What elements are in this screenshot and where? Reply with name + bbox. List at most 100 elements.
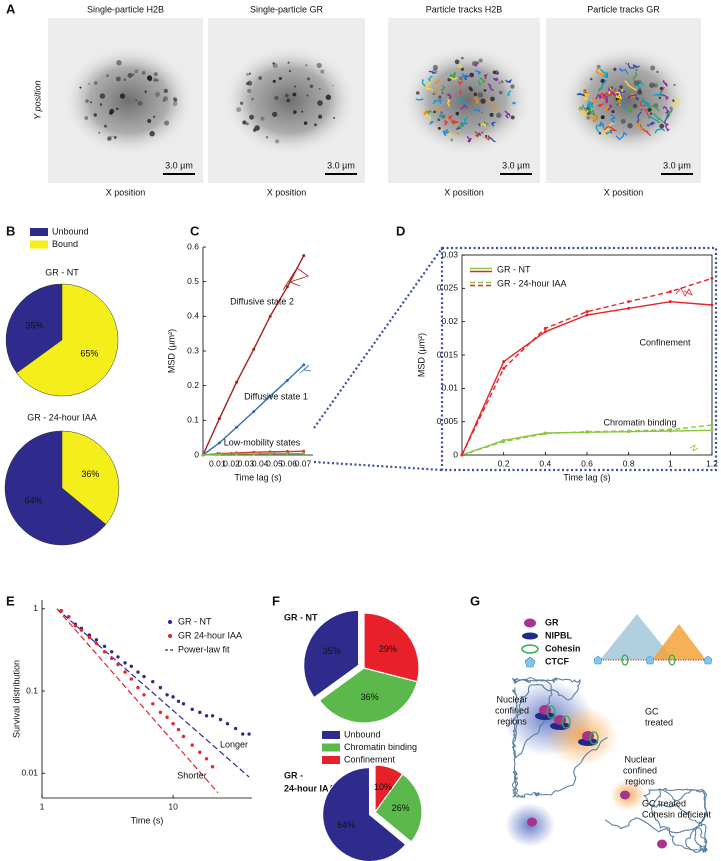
track [671, 98, 681, 109]
particle [496, 72, 499, 75]
particle [272, 63, 278, 68]
y-axis-label: MSD (µm²) [416, 333, 426, 377]
data-point [94, 641, 99, 646]
data-point [67, 615, 71, 619]
series-annotation: Diffusive state 1 [244, 391, 308, 401]
particle [274, 95, 279, 101]
track [662, 79, 668, 87]
track [504, 110, 511, 117]
track [640, 97, 651, 109]
track [443, 119, 449, 126]
y-tick-label: 0.005 [437, 416, 459, 426]
particle [247, 88, 252, 94]
track [624, 80, 638, 91]
particle [659, 123, 665, 129]
data-point [116, 662, 120, 667]
particle [318, 114, 323, 119]
track [477, 132, 482, 137]
particle [454, 59, 460, 65]
track [448, 76, 458, 81]
data-point [190, 707, 194, 711]
pie-title: 24-hour IAA [284, 783, 336, 793]
image-title: Particle tracks H2B [426, 4, 503, 14]
particle [600, 78, 605, 84]
track [426, 79, 432, 88]
x-tick-label: 1 [40, 801, 45, 811]
data-point [136, 685, 140, 690]
legend-label: Chromatin binding [344, 742, 417, 752]
diagram-label: Cohesin deficient [642, 809, 712, 819]
track [598, 121, 605, 129]
track [662, 105, 669, 114]
x-tick-label: 0.03 [238, 458, 255, 468]
pie-slice [61, 430, 120, 525]
particle [483, 89, 487, 92]
track [506, 90, 512, 97]
legend-label: Bound [52, 239, 78, 249]
track [483, 73, 488, 80]
track [660, 93, 669, 101]
x-tick-label: 0.06 [280, 458, 297, 468]
track [615, 88, 624, 94]
track [653, 113, 665, 124]
data-point [668, 428, 672, 432]
diagram-label: GC treated [642, 798, 686, 808]
legend-label: Power-law fit [178, 644, 230, 654]
annotation: Shorter [177, 770, 207, 780]
particle [480, 98, 486, 104]
data-point [241, 732, 245, 736]
zoom-frame [440, 246, 718, 472]
particle [485, 134, 488, 138]
pie-label: 35% [323, 646, 341, 656]
track [637, 121, 643, 130]
data-point [285, 450, 289, 454]
data-point [217, 452, 221, 456]
track [480, 122, 487, 128]
track [434, 79, 441, 84]
particle [106, 74, 109, 77]
particle [275, 139, 280, 144]
particle [111, 135, 113, 138]
trajectory [299, 364, 312, 374]
trajectory [675, 287, 693, 297]
track [607, 104, 613, 111]
track [654, 128, 666, 134]
pie-title: GR - [284, 770, 303, 780]
data-point [204, 714, 209, 718]
diagram-label: Nuclear [624, 754, 655, 764]
nucleus [561, 46, 692, 155]
particle [99, 93, 106, 99]
data-point [627, 306, 631, 310]
track [487, 83, 494, 92]
particle [669, 106, 674, 111]
particle [119, 93, 126, 99]
particle [141, 70, 146, 75]
track [595, 67, 606, 76]
data-point [217, 441, 221, 445]
trajectory [689, 444, 699, 452]
gr [657, 839, 667, 849]
x-tick-label: 1 [668, 458, 673, 468]
ctcf-icon [524, 656, 536, 668]
zoom-link [313, 460, 443, 472]
pie-slice [303, 609, 360, 699]
data-point [235, 380, 239, 384]
particle [173, 97, 177, 102]
particle [481, 111, 484, 114]
data-point [585, 313, 589, 317]
track [646, 121, 656, 127]
data-point [268, 314, 272, 318]
track [665, 109, 673, 118]
pie-slice [4, 430, 107, 546]
x-tick-label: 0.2 [498, 458, 510, 468]
ctcf-mark [593, 655, 603, 665]
y-tick-label: 0.02 [441, 316, 458, 326]
particle [498, 81, 501, 84]
track [474, 97, 479, 105]
particle [458, 76, 463, 81]
track [428, 70, 436, 74]
data-point [668, 290, 672, 294]
particle [99, 103, 103, 106]
data-point [252, 347, 256, 351]
pie-label: 64% [25, 496, 43, 506]
